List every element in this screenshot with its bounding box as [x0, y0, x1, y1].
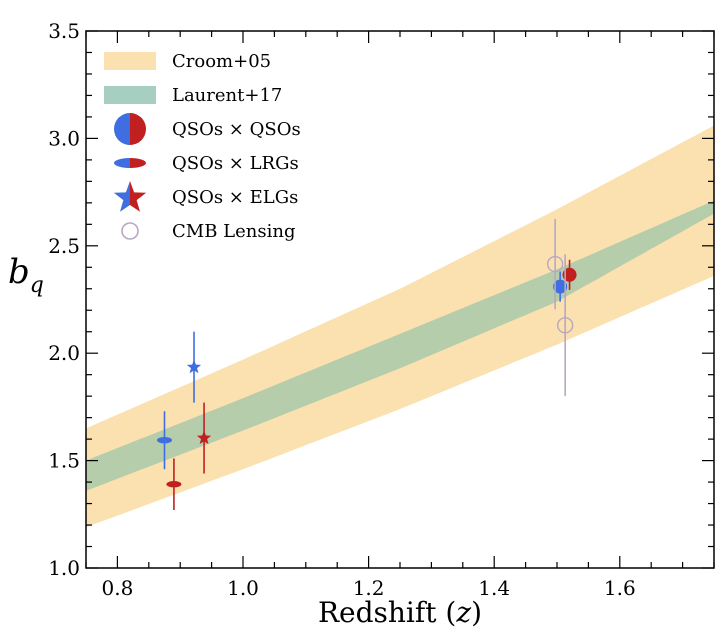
legend-label: QSOs × ELGs — [172, 187, 298, 208]
legend-icon-ellipse-left — [114, 158, 130, 168]
x-axis-title: Redshift (z) — [318, 596, 482, 629]
y-tick-label: 2.0 — [48, 341, 80, 365]
legend-icon-open-circle — [121, 222, 139, 240]
legend-label: QSOs × QSOs — [172, 119, 301, 140]
points-layer — [157, 218, 577, 511]
y-tick-label: 2.5 — [48, 234, 80, 258]
band-croom-05 — [86, 125, 714, 528]
legend-icon-star-right — [130, 181, 147, 212]
legend-label: Laurent+17 — [172, 85, 282, 106]
point-cmb-lensing-1 — [556, 317, 574, 334]
x-tick-label: 1.6 — [604, 576, 636, 600]
point-qsos-elgs-1 — [196, 430, 212, 445]
y-tick-label: 3.5 — [48, 19, 80, 43]
y-tick-label: 1.5 — [48, 449, 80, 473]
point-cmb-lensing-0 — [546, 255, 564, 273]
y-tick-label: 1.0 — [48, 556, 80, 580]
bands-layer — [86, 125, 714, 528]
legend-icon-circle-left — [114, 113, 130, 145]
x-tick-label: 1.0 — [227, 576, 259, 600]
legend-label: CMB Lensing — [172, 221, 295, 242]
x-tick-label: 1.2 — [353, 576, 385, 600]
x-tick-label: 0.8 — [101, 576, 133, 600]
tick-labels-layer: 0.8 1.0 1.2 1.4 1.6 1.0 1.5 2.0 2.5 3.0 3.5 — [48, 19, 636, 600]
y-tick-label: 3.0 — [48, 126, 80, 150]
legend-label: Croom+05 — [172, 51, 271, 72]
legend: Croom+05 Laurent+17 QSOs × QSOs QSOs × LRGs… — [104, 51, 301, 242]
legend-swatch-laurent — [104, 86, 156, 104]
legend-icon-star-left — [113, 181, 130, 212]
x-tick-label: 1.4 — [478, 576, 510, 600]
ticks-layer — [85, 30, 715, 569]
point-qsos-qsos-0 — [553, 279, 568, 294]
legend-icon-circle-right — [130, 113, 146, 145]
legend-swatch-croom — [104, 52, 156, 70]
point-qsos-lrgs-1 — [166, 481, 182, 488]
y-axis-title: bq — [8, 252, 44, 298]
point-qsos-lrgs-0 — [157, 436, 172, 444]
legend-icon-ellipse-right — [130, 158, 146, 168]
band-overlap — [86, 200, 714, 491]
legend-label: QSOs × LRGs — [172, 153, 299, 174]
point-qsos-elgs-0 — [186, 359, 202, 374]
point-qsos-qsos-1 — [562, 267, 577, 282]
